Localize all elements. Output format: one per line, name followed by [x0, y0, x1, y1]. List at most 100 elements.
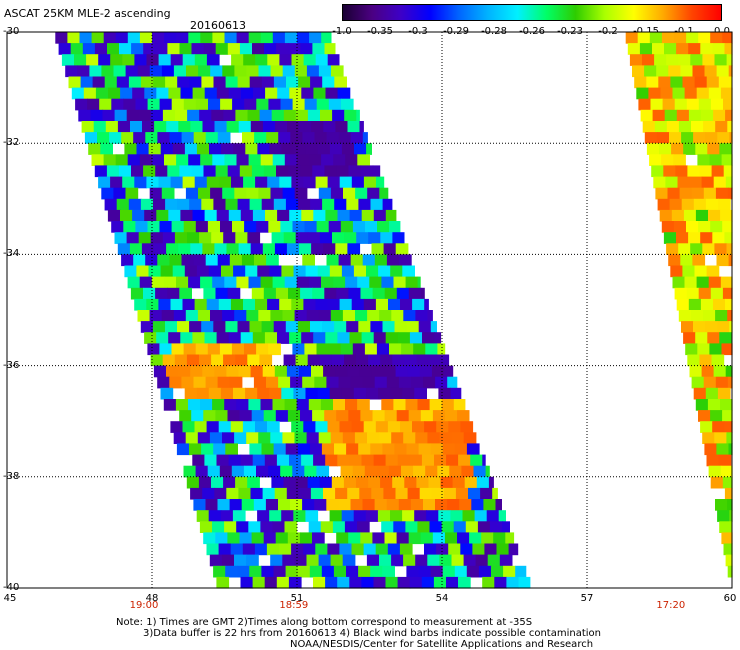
heatmap-cell	[246, 65, 260, 78]
heatmap-cell	[277, 332, 290, 344]
heatmap-cell	[269, 510, 282, 522]
heatmap-cell	[226, 487, 239, 500]
heatmap-cell	[386, 254, 400, 267]
heatmap-cell	[334, 443, 347, 456]
heatmap-cell	[714, 54, 728, 66]
heatmap-cell	[446, 576, 459, 589]
heatmap-cell	[234, 310, 247, 322]
heatmap-cell	[68, 76, 82, 89]
heatmap-cell	[489, 521, 503, 533]
heatmap-cell	[61, 54, 75, 66]
heatmap-cell	[437, 343, 446, 356]
heatmap-cell	[483, 499, 497, 511]
heatmap-cell	[246, 432, 259, 444]
heatmap-cell	[713, 109, 726, 122]
heatmap-cell	[314, 499, 327, 511]
heatmap-cell	[152, 321, 166, 333]
heatmap-cell	[371, 487, 384, 500]
heatmap-cell	[165, 321, 178, 333]
heatmap-cell	[719, 332, 732, 344]
heatmap-cell	[298, 76, 311, 89]
heatmap-cell	[659, 209, 673, 222]
heatmap-cell	[390, 387, 403, 400]
heatmap-cell	[331, 476, 345, 489]
heatmap-cell	[247, 109, 261, 122]
heatmap-cell	[336, 287, 349, 300]
heatmap-cell	[164, 154, 177, 166]
heatmap-cell	[423, 499, 436, 511]
heatmap-cell	[302, 132, 316, 144]
heatmap-cell	[462, 510, 476, 522]
heatmap-cell	[291, 298, 304, 311]
heatmap-cell	[363, 176, 377, 189]
heatmap-cell	[310, 198, 323, 211]
heatmap-cell	[261, 321, 275, 333]
heatmap-cell	[163, 276, 177, 289]
heatmap-cell	[353, 387, 367, 400]
note-line-3: NOAA/NESDIS/Center for Satellite Applica…	[290, 639, 594, 650]
heatmap-cell	[224, 521, 237, 533]
heatmap-cell	[119, 43, 132, 55]
heatmap-cell	[340, 221, 354, 233]
heatmap-cell	[670, 76, 684, 89]
heatmap-cell	[301, 454, 314, 467]
heatmap-cell	[131, 165, 144, 178]
heatmap-cell	[373, 332, 387, 344]
heatmap-cell	[415, 310, 429, 322]
heatmap-cell	[209, 143, 222, 155]
heatmap-cell	[276, 165, 289, 178]
heatmap-cell	[408, 410, 422, 422]
heatmap-cell	[159, 221, 173, 233]
heatmap-cell	[159, 98, 173, 111]
heatmap-cell	[189, 443, 202, 456]
heatmap-cell	[303, 543, 316, 556]
heatmap-cell	[216, 332, 230, 344]
heatmap-cell	[304, 343, 318, 356]
heatmap-cell	[240, 87, 254, 100]
heatmap-cell	[408, 287, 422, 300]
plot-frame	[6, 31, 733, 589]
heatmap-cell	[101, 65, 115, 78]
heatmap-cell	[139, 154, 153, 166]
heatmap-cell	[205, 132, 219, 144]
heatmap-cell	[82, 43, 96, 55]
heatmap-cell	[442, 443, 456, 456]
heatmap-cell	[94, 43, 108, 55]
heatmap-cell	[660, 87, 674, 100]
heatmap-cell	[204, 209, 218, 222]
heatmap-cell	[375, 421, 389, 433]
heatmap-cell	[273, 443, 287, 456]
heatmap-cell	[371, 365, 385, 378]
heatmap-cell	[237, 321, 251, 333]
heatmap-cell	[309, 154, 322, 166]
heatmap-cell	[455, 487, 469, 500]
heatmap-cell	[208, 98, 221, 111]
heatmap-cell	[125, 187, 139, 200]
heatmap-cell	[405, 521, 419, 533]
x-tick-label: 57	[580, 593, 594, 604]
heatmap-cell	[416, 476, 430, 489]
heatmap-cell	[493, 532, 506, 545]
heatmap-cell	[253, 499, 267, 511]
heatmap-cell	[323, 365, 336, 378]
heatmap-cell	[234, 554, 247, 567]
heatmap-cell	[67, 32, 81, 44]
heatmap-cell	[729, 132, 733, 144]
heatmap-cell	[204, 454, 218, 467]
heatmap-cell	[132, 209, 145, 222]
heatmap-cell	[715, 376, 729, 389]
heatmap-cell	[284, 521, 298, 533]
heatmap-cell	[405, 276, 419, 289]
heatmap-cell	[468, 487, 481, 500]
heatmap-cell	[335, 487, 348, 500]
heatmap-cell	[435, 499, 448, 511]
heatmap-cell	[466, 443, 480, 456]
heatmap-cell	[396, 532, 410, 545]
heatmap-cell	[680, 254, 693, 267]
heatmap-cell	[275, 532, 289, 545]
heatmap-cell	[153, 198, 166, 211]
heatmap-cell	[506, 576, 520, 589]
heatmap-cell	[710, 98, 724, 111]
time-label: 17:20	[656, 600, 686, 611]
heatmap-cell	[333, 399, 346, 411]
